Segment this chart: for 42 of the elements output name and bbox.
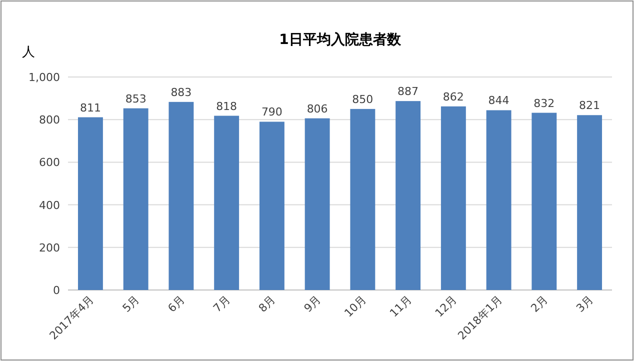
bar: [486, 110, 512, 290]
bar: [577, 115, 602, 290]
data-label: 887: [398, 85, 419, 98]
x-tick-label: 5月: [120, 292, 142, 315]
data-label: 806: [306, 102, 328, 116]
x-tick-label: 10月: [342, 292, 369, 320]
y-axis-title: 人: [22, 45, 35, 60]
data-label: 832: [534, 96, 555, 110]
bar: [123, 108, 148, 290]
y-tick-label: 600: [39, 156, 60, 170]
x-tick-label: 7月: [210, 292, 233, 315]
x-tick-label: 3月: [574, 292, 596, 315]
x-tick-label: 11月: [387, 292, 414, 320]
data-label: 790: [261, 106, 282, 119]
bar: [259, 122, 284, 290]
y-tick-label: 1,000: [28, 71, 60, 84]
y-tick-label: 0: [53, 284, 60, 297]
data-label: 853: [125, 92, 146, 106]
bar: [168, 102, 194, 290]
data-label: 821: [579, 99, 600, 112]
y-tick-label: 800: [39, 114, 60, 127]
bar: [214, 116, 240, 290]
x-tick-label: 12月: [432, 292, 460, 320]
chart-title: 1日平均入院患者数: [279, 31, 402, 48]
x-tick-label: 9月: [302, 292, 324, 315]
data-label: 811: [80, 101, 101, 114]
data-label: 818: [216, 100, 238, 113]
y-tick-label: 400: [39, 198, 60, 212]
data-label: 850: [352, 92, 374, 106]
data-label: 862: [442, 90, 464, 104]
bar: [78, 117, 103, 290]
x-tick-label: 8月: [256, 292, 278, 315]
x-tick-label: 6月: [165, 292, 188, 315]
data-label: 883: [170, 86, 192, 99]
x-tick-label: 2月: [528, 292, 550, 315]
bar: [440, 106, 466, 290]
bar: [350, 108, 376, 290]
bar: [532, 112, 557, 290]
y-tick-label: 200: [39, 241, 60, 254]
data-label: 844: [488, 94, 510, 108]
bar: [304, 118, 330, 290]
bar: [396, 101, 421, 290]
